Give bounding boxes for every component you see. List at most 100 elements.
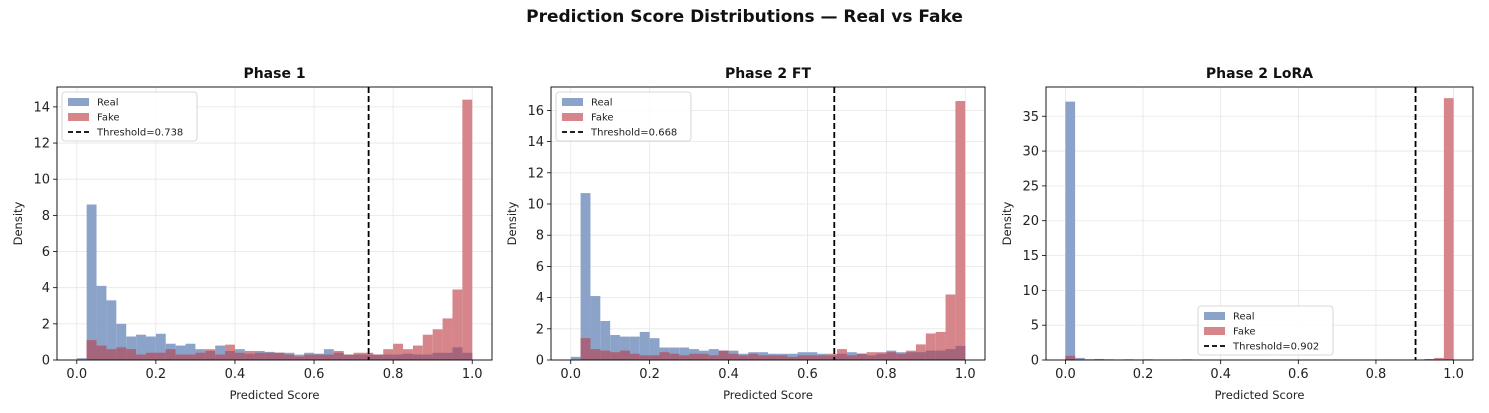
bar-overlap xyxy=(304,354,315,360)
bar-overlap xyxy=(373,354,384,360)
bar-overlap xyxy=(669,353,680,360)
y-tick-label: 5 xyxy=(1031,319,1039,334)
bar-real xyxy=(96,285,107,360)
y-tick-label: 6 xyxy=(42,245,50,260)
bar-overlap xyxy=(935,350,946,360)
bar-real xyxy=(145,336,156,360)
y-tick-label: 0 xyxy=(42,354,50,369)
bar-overlap xyxy=(155,352,166,360)
x-tick-label: 1.0 xyxy=(1443,367,1464,382)
bar-overlap xyxy=(896,353,907,360)
y-tick-label: 12 xyxy=(33,137,50,152)
legend-real-label: Real xyxy=(1233,312,1255,323)
subplot-3: 0.0 0.2 0.4 0.6 0.8 1.0 0 5 10 15 20 25 30 35 Predicte… xyxy=(1000,66,1474,402)
bar-overlap xyxy=(264,352,275,360)
bar-overlap xyxy=(945,349,956,360)
bar-fake xyxy=(432,329,443,360)
bar-fake xyxy=(442,318,453,360)
bar-overlap xyxy=(639,355,650,360)
x-tick-label: 0.8 xyxy=(876,367,897,382)
y-tick-label: 0 xyxy=(1031,354,1039,369)
y-tick-label: 6 xyxy=(536,260,544,275)
bar-overlap xyxy=(106,349,117,360)
bar-overlap xyxy=(195,352,206,360)
legend-threshold-label: Threshold=0.668 xyxy=(590,128,677,139)
x-tick-label: 0.2 xyxy=(146,367,167,382)
bar-real xyxy=(185,343,196,360)
bar-overlap xyxy=(412,354,423,360)
bar-overlap xyxy=(708,355,719,360)
bar-overlap xyxy=(86,340,97,360)
bar-overlap xyxy=(343,354,354,360)
legend-threshold-label: Threshold=0.738 xyxy=(96,128,183,139)
y-tick-label: 10 xyxy=(527,198,544,213)
bar-overlap xyxy=(866,355,877,360)
bar-overlap xyxy=(817,355,828,360)
figure-title: Prediction Score Distributions — Real vs… xyxy=(526,7,963,27)
bar-fake xyxy=(393,343,404,360)
subplot-title: Phase 2 FT xyxy=(725,66,812,82)
bar-overlap xyxy=(234,352,245,360)
bar-overlap xyxy=(807,355,818,360)
legend-real-label: Real xyxy=(591,98,613,109)
legend: Real Fake Threshold=0.902 xyxy=(1197,305,1334,356)
legend: Real Fake Threshold=0.668 xyxy=(555,91,692,142)
bar-overlap xyxy=(1065,355,1076,360)
bar-overlap xyxy=(215,354,226,360)
bar-overlap xyxy=(925,350,936,360)
bar-overlap xyxy=(758,355,768,360)
x-tick-label: 0.6 xyxy=(1288,367,1309,382)
bar-fake xyxy=(452,289,463,360)
x-tick-label: 0.2 xyxy=(1133,367,1154,382)
y-tick-label: 25 xyxy=(1022,179,1039,194)
bar-overlap xyxy=(846,355,857,360)
y-tick-label: 15 xyxy=(1022,249,1039,264)
bar-overlap xyxy=(225,350,235,360)
bar-overlap xyxy=(718,350,729,360)
bar-fake xyxy=(945,294,956,360)
bar-overlap xyxy=(689,353,699,360)
bar-overlap xyxy=(590,349,601,360)
y-tick-label: 12 xyxy=(527,166,544,181)
bar-real xyxy=(1075,357,1085,360)
bar-overlap xyxy=(442,352,453,360)
legend-fake-label: Fake xyxy=(591,113,614,124)
x-tick-label: 1.0 xyxy=(955,367,976,382)
x-tick-label: 0.6 xyxy=(797,367,818,382)
x-tick-label: 0.0 xyxy=(66,367,87,382)
y-axis-label: Density xyxy=(11,201,25,245)
y-tick-label: 2 xyxy=(536,322,544,337)
y-tick-label: 20 xyxy=(1022,214,1039,229)
bar-overlap xyxy=(462,352,473,360)
bar-overlap xyxy=(136,354,146,360)
subplot-1: 0.0 0.2 0.4 0.6 0.8 1.0 0 2 4 6 8 10 12 14 Predicted S… xyxy=(11,66,493,402)
bar-overlap xyxy=(96,345,107,360)
x-tick-label: 0.4 xyxy=(718,367,739,382)
legend-fake-swatch xyxy=(1204,327,1225,335)
legend-fake-label: Fake xyxy=(1233,327,1256,338)
bar-real xyxy=(708,349,719,360)
bar-overlap xyxy=(244,353,255,360)
bar-overlap xyxy=(827,355,838,360)
bar-overlap xyxy=(886,352,897,360)
bar-real xyxy=(600,321,611,360)
bar-overlap xyxy=(274,352,285,360)
bar-overlap xyxy=(185,354,196,360)
bar-fake xyxy=(955,101,966,360)
bar-real xyxy=(570,356,581,360)
bar-real xyxy=(86,204,97,360)
y-tick-label: 16 xyxy=(527,104,544,119)
bar-overlap xyxy=(353,354,364,360)
bar-overlap xyxy=(393,354,404,360)
bar-overlap xyxy=(175,354,186,360)
y-tick-label: 8 xyxy=(42,209,50,224)
bar-overlap xyxy=(797,355,808,360)
legend-threshold-label: Threshold=0.902 xyxy=(1232,342,1319,353)
bar-overlap xyxy=(294,356,305,360)
bar-overlap xyxy=(856,353,867,360)
bar-overlap xyxy=(906,352,916,360)
bar-overlap xyxy=(452,347,463,360)
bar-overlap xyxy=(116,347,127,360)
y-tick-label: 14 xyxy=(33,100,50,115)
